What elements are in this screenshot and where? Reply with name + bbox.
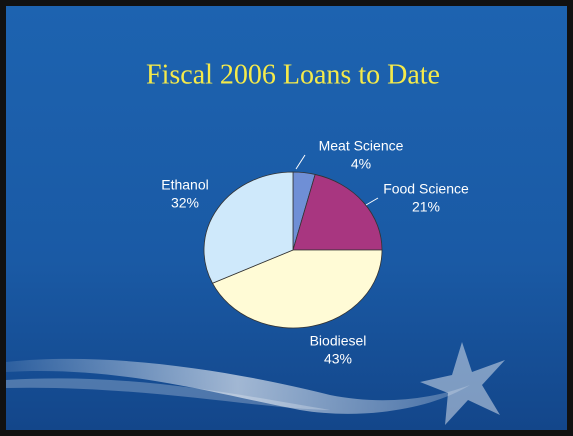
value-label: 21% [412,199,440,215]
value-label: 4% [351,156,371,172]
slide: Fiscal 2006 Loans to Date Meat Science 4%… [0,0,573,436]
category-label: Food Science [383,181,469,197]
category-label: Meat Science [319,138,404,154]
category-label: Biodiesel [310,333,367,349]
category-label: Ethanol [161,177,208,193]
chart-title: Fiscal 2006 Loans to Date [146,59,440,90]
pie [204,172,382,328]
value-label: 32% [171,195,199,211]
value-label: 43% [324,351,352,367]
